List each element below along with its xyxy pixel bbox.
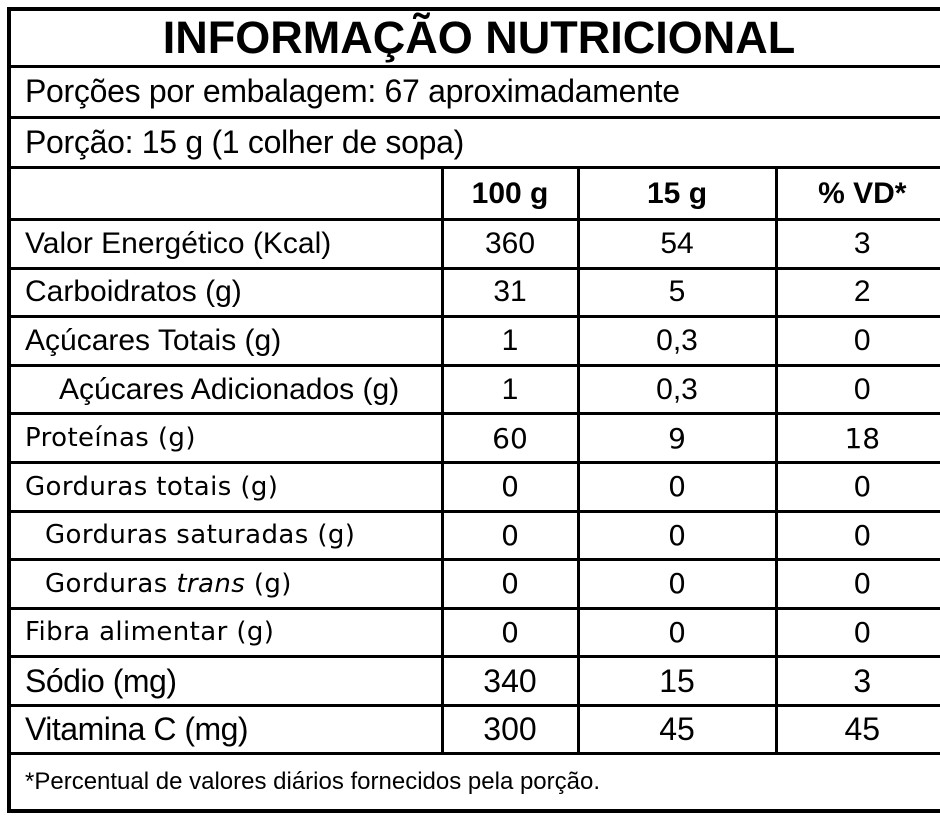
value-15g: 5	[576, 266, 778, 319]
row-vitamina-c: Vitamina C (mg) 300 45 45	[7, 703, 940, 756]
servings-per-package-row: Porções por embalagem: 67 aproximadament…	[7, 64, 940, 119]
value-vd: 45	[774, 703, 940, 756]
nutrient-label: Gorduras totais (g)	[7, 460, 444, 513]
value-vd: 0	[774, 606, 940, 659]
serving-size-text: Porção: 15 g (1 colher de sopa)	[7, 115, 940, 170]
value-vd: 0	[774, 315, 940, 367]
value-100g: 1	[440, 363, 580, 416]
value-vd: 2	[774, 266, 940, 319]
row-valor-energetico: Valor Energético (Kcal) 360 54 3	[7, 217, 940, 270]
nutrient-label: Vitamina C (mg)	[7, 703, 444, 756]
page-title: INFORMAÇÃO NUTRICIONAL	[7, 7, 940, 68]
value-15g: 0	[576, 509, 778, 562]
nutrient-label: Gorduras trans (g)	[7, 558, 444, 610]
nutrient-label: Carboidratos (g)	[7, 266, 444, 319]
value-vd: 18	[774, 412, 940, 464]
value-vd: 3	[774, 655, 940, 707]
row-carboidratos: Carboidratos (g) 31 5 2	[7, 266, 940, 319]
row-proteinas: Proteínas (g) 60 9 18	[7, 412, 940, 464]
value-15g: 15	[576, 655, 778, 707]
label-italic-trans: trans	[176, 568, 246, 599]
row-fibra-alimentar: Fibra alimentar (g) 0 0 0	[7, 606, 940, 659]
nutrient-label: Açúcares Totais (g)	[7, 315, 444, 367]
footnote: *Percentual de valores diários fornecido…	[7, 752, 940, 813]
value-15g: 0	[576, 460, 778, 513]
servings-per-package-text: Porções por embalagem: 67 aproximadament…	[7, 64, 940, 119]
value-15g: 45	[576, 703, 778, 756]
nutrient-label: Proteínas (g)	[7, 412, 444, 464]
value-100g: 0	[440, 460, 580, 513]
row-gorduras-totais: Gorduras totais (g) 0 0 0	[7, 460, 940, 513]
column-header-100g: 100 g	[440, 166, 580, 221]
value-100g: 0	[440, 558, 580, 610]
label-prefix: Gorduras	[45, 568, 177, 599]
nutrition-table: INFORMAÇÃO NUTRICIONAL Porções por embal…	[7, 7, 940, 813]
value-100g: 300	[440, 703, 580, 756]
value-vd: 0	[774, 460, 940, 513]
value-vd: 0	[774, 509, 940, 562]
row-sodio: Sódio (mg) 340 15 3	[7, 655, 940, 707]
column-header-15g: 15 g	[576, 166, 778, 221]
value-100g: 0	[440, 509, 580, 562]
value-15g: 0	[576, 558, 778, 610]
value-15g: 0,3	[576, 315, 778, 367]
row-acucares-adicionados: Açúcares Adicionados (g) 1 0,3 0	[7, 363, 940, 416]
value-100g: 60	[440, 412, 580, 464]
footnote-row: *Percentual de valores diários fornecido…	[7, 752, 940, 813]
column-header-vd: % VD*	[774, 166, 940, 221]
value-vd: 3	[774, 217, 940, 270]
value-15g: 54	[576, 217, 778, 270]
value-vd: 0	[774, 558, 940, 610]
value-100g: 360	[440, 217, 580, 270]
nutrient-label: Açúcares Adicionados (g)	[7, 363, 444, 416]
value-15g: 0	[576, 606, 778, 659]
nutrient-label: Gorduras saturadas (g)	[7, 509, 444, 562]
value-100g: 31	[440, 266, 580, 319]
value-15g: 9	[576, 412, 778, 464]
row-acucares-totais: Açúcares Totais (g) 1 0,3 0	[7, 315, 940, 367]
row-gorduras-saturadas: Gorduras saturadas (g) 0 0 0	[7, 509, 940, 562]
value-100g: 1	[440, 315, 580, 367]
serving-size-row: Porção: 15 g (1 colher de sopa)	[7, 115, 940, 170]
nutrient-label: Fibra alimentar (g)	[7, 606, 444, 659]
column-header-empty	[7, 166, 444, 221]
value-100g: 0	[440, 606, 580, 659]
label-suffix: (g)	[245, 568, 292, 599]
row-gorduras-trans: Gorduras trans (g) 0 0 0	[7, 558, 940, 610]
value-vd: 0	[774, 363, 940, 416]
value-15g: 0,3	[576, 363, 778, 416]
column-header-row: 100 g 15 g % VD*	[7, 166, 940, 221]
nutrient-label: Valor Energético (Kcal)	[7, 217, 444, 270]
nutrient-label: Sódio (mg)	[7, 655, 444, 707]
value-100g: 340	[440, 655, 580, 707]
title-row: INFORMAÇÃO NUTRICIONAL	[7, 7, 940, 68]
